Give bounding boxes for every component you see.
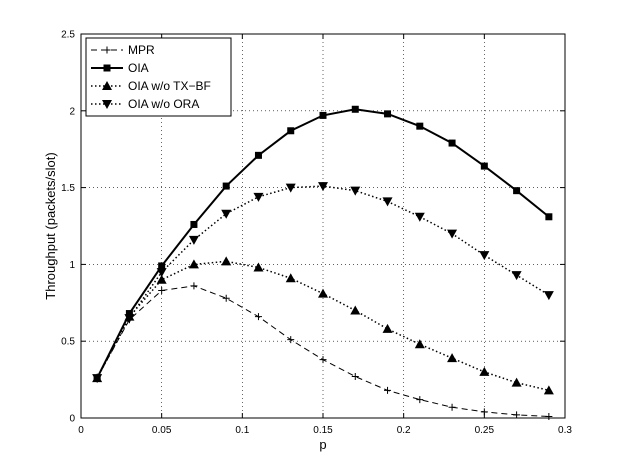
data-point xyxy=(253,192,264,202)
data-point xyxy=(447,353,458,363)
legend-marker xyxy=(102,100,112,109)
data-point xyxy=(92,374,103,384)
data-point xyxy=(513,411,521,419)
y-tick-label: 0.5 xyxy=(61,337,75,348)
legend: MPR OIA OIA w/o TX−BF OIA w/o ORA xyxy=(85,37,232,117)
data-point xyxy=(382,323,393,333)
x-tick-label: 0.1 xyxy=(235,425,249,436)
data-point xyxy=(221,256,232,266)
y-tick-label: 2.5 xyxy=(61,30,75,41)
data-point xyxy=(287,127,295,135)
data-point xyxy=(124,314,135,324)
legend-marker xyxy=(103,64,111,72)
data-point xyxy=(254,151,262,159)
legend-label: OIA w/o TX−BF xyxy=(128,79,211,93)
data-point xyxy=(319,111,327,119)
data-point xyxy=(414,339,425,349)
data-point xyxy=(222,182,230,190)
data-point xyxy=(158,287,166,295)
data-point xyxy=(350,186,361,196)
data-point xyxy=(188,259,199,269)
data-point xyxy=(190,220,198,228)
data-point xyxy=(545,213,553,221)
axis-ticks: 0 0.05 0.1 0.15 0.2 0.25 0.3 0 0.5 1 1.5 2 2.5 xyxy=(61,30,572,437)
data-point xyxy=(351,373,359,381)
data-point xyxy=(384,386,392,394)
data-point xyxy=(513,187,521,195)
data-point xyxy=(479,366,490,376)
legend-marker xyxy=(103,46,111,54)
data-point xyxy=(479,251,490,261)
data-point xyxy=(287,336,295,344)
data-point xyxy=(416,122,424,130)
y-tick-label: 1.5 xyxy=(61,183,75,194)
data-point xyxy=(511,271,522,281)
data-point xyxy=(448,403,456,411)
series-group xyxy=(92,105,554,420)
data-point xyxy=(156,268,167,278)
data-point xyxy=(350,305,361,315)
x-tick-label: 0.2 xyxy=(397,425,411,436)
data-point xyxy=(447,229,458,239)
legend-marker xyxy=(102,81,112,90)
y-tick-label: 2 xyxy=(69,106,75,117)
data-point xyxy=(156,274,167,284)
data-point xyxy=(351,105,359,113)
data-point xyxy=(448,139,456,147)
data-point xyxy=(222,294,230,302)
data-point xyxy=(285,183,296,193)
data-point xyxy=(382,197,393,207)
data-point xyxy=(416,396,424,404)
y-axis-label: Throughput (packets/slot) xyxy=(43,152,58,299)
series-4 xyxy=(92,182,554,384)
x-axis-label: p xyxy=(319,437,326,452)
data-point xyxy=(384,110,392,118)
data-point xyxy=(188,235,199,245)
data-point xyxy=(254,313,262,321)
data-point xyxy=(511,377,522,387)
data-point xyxy=(414,212,425,222)
data-point xyxy=(253,262,264,272)
data-point xyxy=(318,288,328,298)
y-tick-label: 1 xyxy=(69,260,75,271)
x-tick-label: 0.15 xyxy=(313,425,333,436)
data-point xyxy=(480,408,488,416)
data-point xyxy=(190,282,198,290)
data-point xyxy=(480,162,488,170)
x-tick-label: 0.3 xyxy=(558,425,572,436)
data-point xyxy=(545,412,553,420)
data-point xyxy=(319,356,327,364)
data-point xyxy=(318,182,328,192)
x-tick-label: 0.25 xyxy=(475,425,495,436)
legend-label: OIA w/o ORA xyxy=(128,97,199,111)
y-tick-label: 0 xyxy=(69,414,75,425)
x-tick-label: 0 xyxy=(78,425,84,436)
legend-label: OIA xyxy=(128,61,149,75)
data-point xyxy=(543,385,554,395)
series-3 xyxy=(92,256,554,395)
data-point xyxy=(543,291,554,301)
legend-label: MPR xyxy=(128,43,155,57)
data-point xyxy=(285,273,296,283)
data-point xyxy=(158,262,166,270)
x-tick-label: 0.05 xyxy=(152,425,172,436)
data-point xyxy=(221,209,232,219)
